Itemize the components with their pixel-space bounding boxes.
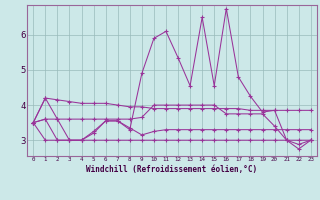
X-axis label: Windchill (Refroidissement éolien,°C): Windchill (Refroidissement éolien,°C): [86, 165, 258, 174]
